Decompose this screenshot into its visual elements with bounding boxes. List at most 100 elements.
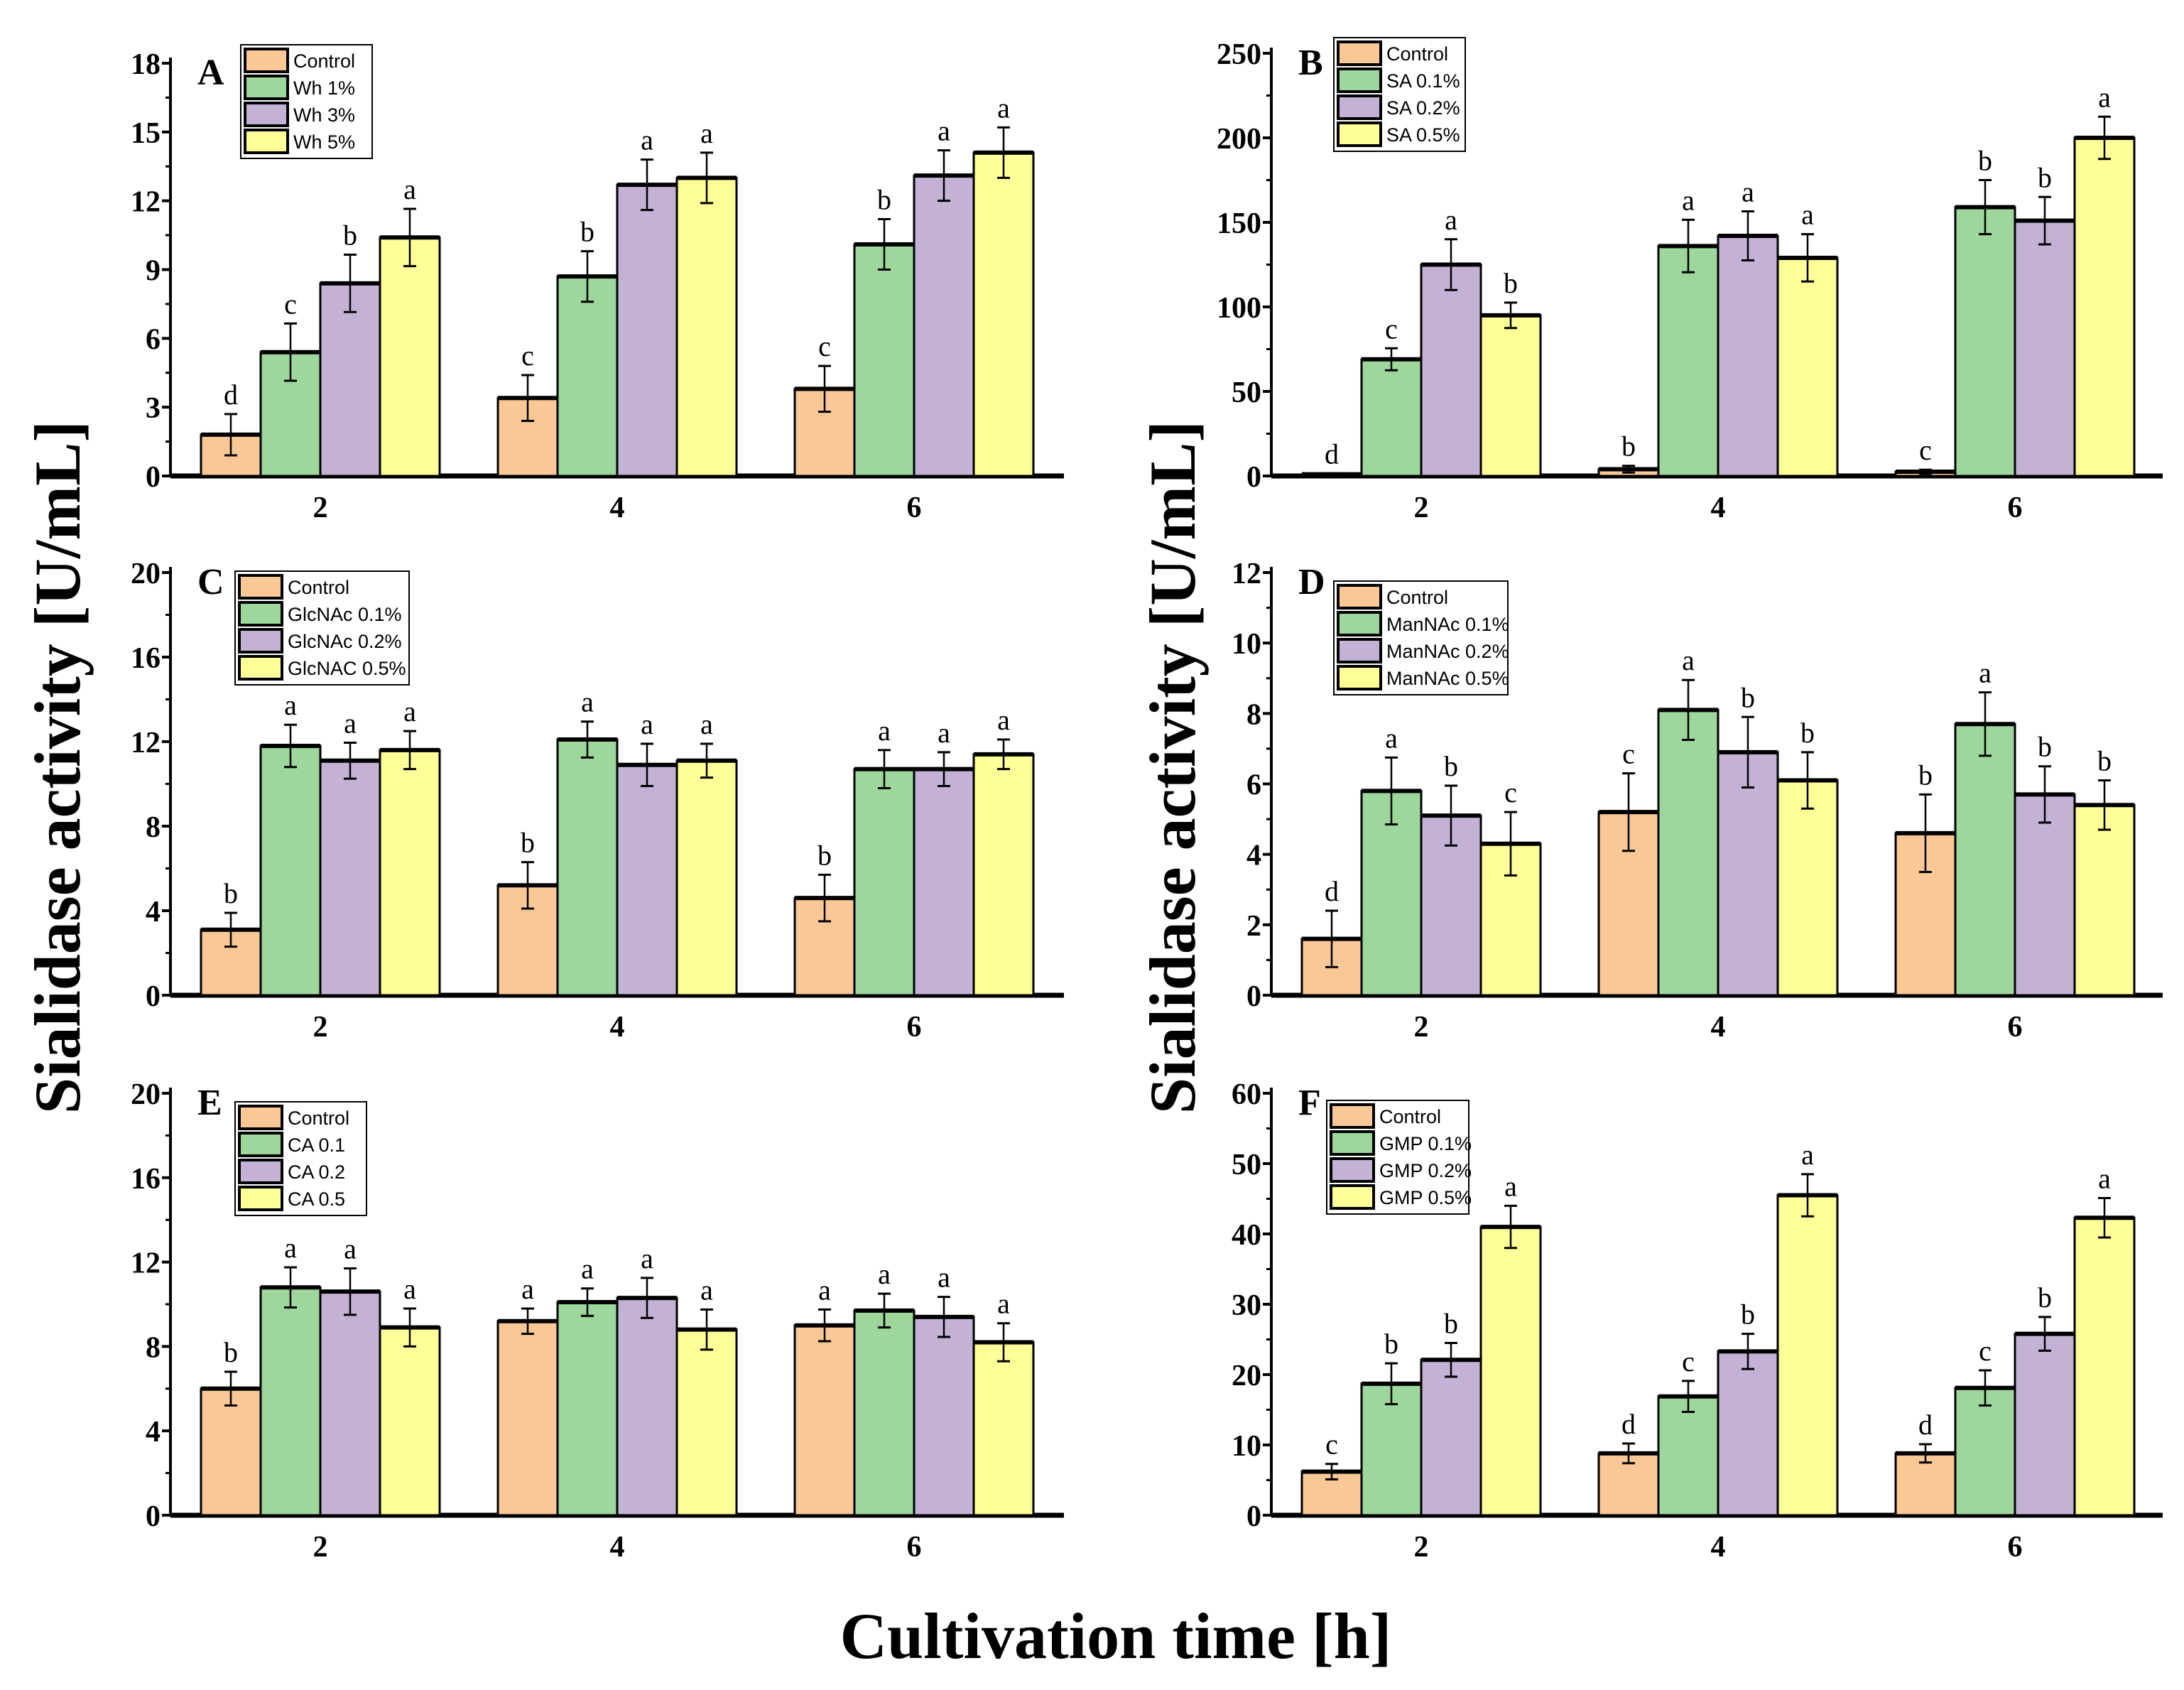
bar-A-wh-1--4h: [556, 275, 619, 477]
y-tick-label: 4: [146, 896, 161, 928]
y-tick-label: 200: [1217, 123, 1261, 156]
significance-letter: a: [344, 1233, 357, 1265]
legend-swatch: [1337, 611, 1382, 637]
significance-letter: a: [344, 707, 357, 739]
legend-label: Control: [1379, 1106, 1441, 1127]
bar-E-ca-0-5-4h: [675, 1328, 738, 1517]
significance-letter: a: [284, 1232, 297, 1264]
bar-F-gmp-0-1--4h: [1657, 1395, 1720, 1517]
bar-A-wh-3--6h: [913, 174, 975, 477]
x-tick-label: 6: [2008, 492, 2023, 524]
significance-letter: a: [997, 1288, 1010, 1320]
y-tick-label: 40: [1232, 1219, 1261, 1252]
legend: Control SA 0.1% SA 0.2% SA 0.5%: [1333, 37, 1466, 152]
bar-D-mannac-0-5--4h: [1776, 779, 1839, 997]
bar-D-mannac-0-2--4h: [1717, 751, 1779, 997]
legend-label: Wh 5%: [293, 131, 355, 153]
panel-label: F: [1298, 1083, 1321, 1123]
significance-letter: a: [938, 717, 950, 749]
legend-swatch: [244, 75, 289, 100]
y-tick-label: 12: [131, 727, 161, 759]
y-tick-label: 0: [1246, 1500, 1261, 1533]
significance-letter: d: [1918, 1409, 1933, 1441]
y-tick-label: 12: [131, 186, 161, 219]
legend-swatch: [238, 1159, 283, 1184]
legend: Control GlcNAc 0.1% GlcNAc 0.2% GlcNAC 0.5%: [234, 570, 410, 686]
significance-letter: c: [1504, 776, 1517, 808]
significance-letter: b: [224, 1336, 238, 1368]
y-tick-label: 20: [131, 558, 161, 590]
bar-B-sa-0-5--4h: [1776, 256, 1839, 477]
bar-A-wh-5--6h: [972, 151, 1035, 477]
legend-label: GMP 0.1%: [1379, 1133, 1472, 1154]
significance-letter: a: [284, 689, 297, 721]
y-tick-label: 60: [1232, 1078, 1261, 1111]
bar-C-glcnac-0-5--6h: [972, 753, 1035, 997]
y-tick-label: 9: [146, 255, 161, 288]
bar-C-glcnac-0-2--2h: [319, 759, 381, 997]
significance-letter: a: [641, 124, 653, 156]
y-tick-label: 0: [146, 980, 161, 1013]
significance-letter: c: [1622, 738, 1635, 770]
legend-label: CA 0.5: [288, 1188, 345, 1210]
legend-label: Control: [288, 577, 349, 598]
panel-label: D: [1298, 562, 1325, 602]
legend-swatch: [238, 655, 283, 681]
legend-label: Control: [1386, 587, 1448, 608]
significance-letter: b: [2038, 161, 2052, 193]
x-tick-label: 2: [1414, 1011, 1429, 1044]
bar-F-gmp-0-5--6h: [2073, 1216, 2136, 1517]
y-tick-label: 50: [1232, 1149, 1261, 1181]
significance-letter: b: [1444, 750, 1458, 782]
y-tick-label: 3: [146, 392, 161, 425]
y-tick-label: 4: [1246, 840, 1261, 872]
significance-letter: a: [521, 1273, 534, 1305]
bar-C-glcnac-0-2--4h: [616, 764, 678, 997]
significance-letter: a: [2098, 1163, 2111, 1195]
bar-B-sa-0-2--6h: [2014, 220, 2076, 477]
legend-label: CA 0.1: [288, 1134, 345, 1156]
legend-label: Control: [288, 1107, 349, 1129]
legend-swatch: [244, 102, 289, 127]
bar-A-wh-1--6h: [853, 243, 916, 477]
legend-swatch: [238, 574, 283, 600]
y-tick-label: 4: [146, 1416, 161, 1448]
y-tick-label: 150: [1217, 207, 1261, 240]
x-tick-label: 2: [1414, 492, 1429, 524]
y-tick-label: 12: [131, 1247, 161, 1280]
bar-D-mannac-0-1--4h: [1657, 708, 1720, 997]
significance-letter: a: [1445, 204, 1457, 236]
bar-C-glcnac-0-1--4h: [556, 738, 619, 997]
legend-swatch: [1337, 94, 1382, 120]
bar-C-glcnac-0-1--6h: [853, 768, 916, 997]
bar-C-glcnac-0-1--2h: [259, 744, 322, 997]
panel-F: 0 10 20 30 40 50 60 2 4 6 c d d b c c b b b a a a F Control GMP …: [1232, 1078, 2163, 1564]
legend-label: GlcNAc 0.2%: [288, 631, 402, 652]
significance-letter: c: [1325, 1429, 1338, 1461]
significance-letter: a: [1385, 722, 1398, 754]
significance-letter: d: [1325, 438, 1339, 470]
legend-swatch: [1330, 1103, 1375, 1129]
significance-letter: d: [224, 379, 238, 411]
significance-letter: a: [1979, 657, 1992, 689]
y-tick-label: 6: [1246, 769, 1261, 802]
bar-C-glcnac-0-2--6h: [913, 768, 975, 997]
legend: Control GMP 0.1% GMP 0.2% GMP 0.5%: [1326, 1100, 1472, 1215]
x-tick-label: 2: [313, 1011, 328, 1044]
legend-swatch: [1337, 67, 1382, 93]
significance-letter: a: [1801, 1139, 1814, 1171]
significance-letter: a: [818, 1274, 831, 1306]
significance-letter: a: [403, 695, 416, 727]
significance-letter: a: [581, 1253, 594, 1285]
y-tick-label: 100: [1217, 292, 1261, 325]
bar-D-mannac-0-5--6h: [2073, 803, 2136, 997]
significance-letter: a: [878, 715, 891, 747]
bar-E-ca-0-1-4h: [556, 1301, 619, 1517]
x-tick-label: 4: [1711, 492, 1726, 524]
significance-letter: b: [1504, 267, 1518, 299]
legend: Control Wh 1% Wh 3% Wh 5%: [240, 44, 373, 159]
legend-swatch: [238, 628, 283, 654]
